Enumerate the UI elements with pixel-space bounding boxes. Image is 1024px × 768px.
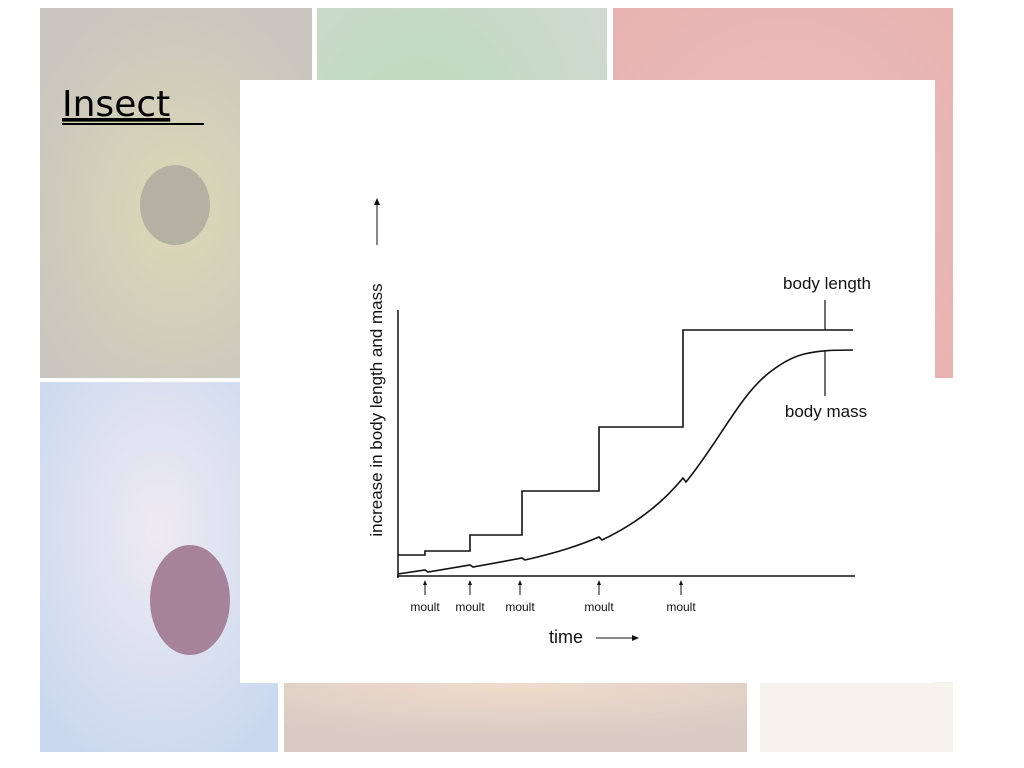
moult-arrow-head	[679, 580, 683, 585]
axis-arrow-head	[632, 635, 639, 641]
moult-arrow-head	[597, 580, 601, 585]
curve-label: body length	[783, 274, 871, 293]
background-panel	[760, 682, 953, 752]
figure-panel	[240, 80, 935, 683]
axis-arrow-head	[374, 198, 380, 205]
body-mass-curve	[397, 349, 854, 575]
moult-arrow-head	[518, 580, 522, 585]
moult-label: moult	[410, 600, 440, 614]
curve-label: body mass	[785, 402, 867, 421]
body-length-curve	[398, 329, 853, 556]
background-shape	[150, 545, 230, 655]
moult-label: moult	[455, 600, 485, 614]
moult-arrow-head	[468, 580, 472, 585]
y-axis-label: increase in body length and mass	[367, 283, 386, 536]
moult-label: moult	[505, 600, 535, 614]
x-axis-label: time	[549, 627, 583, 647]
moult-arrow-head	[423, 580, 427, 585]
moult-markers: moult moult moult moult moult	[410, 580, 696, 614]
background-panel	[284, 682, 747, 752]
moult-label: moult	[584, 600, 614, 614]
slide-title: Insect	[62, 84, 170, 125]
moult-label: moult	[666, 600, 696, 614]
background-shape	[140, 165, 210, 245]
figure: body length body mass moult moult moult mou…	[240, 80, 935, 683]
